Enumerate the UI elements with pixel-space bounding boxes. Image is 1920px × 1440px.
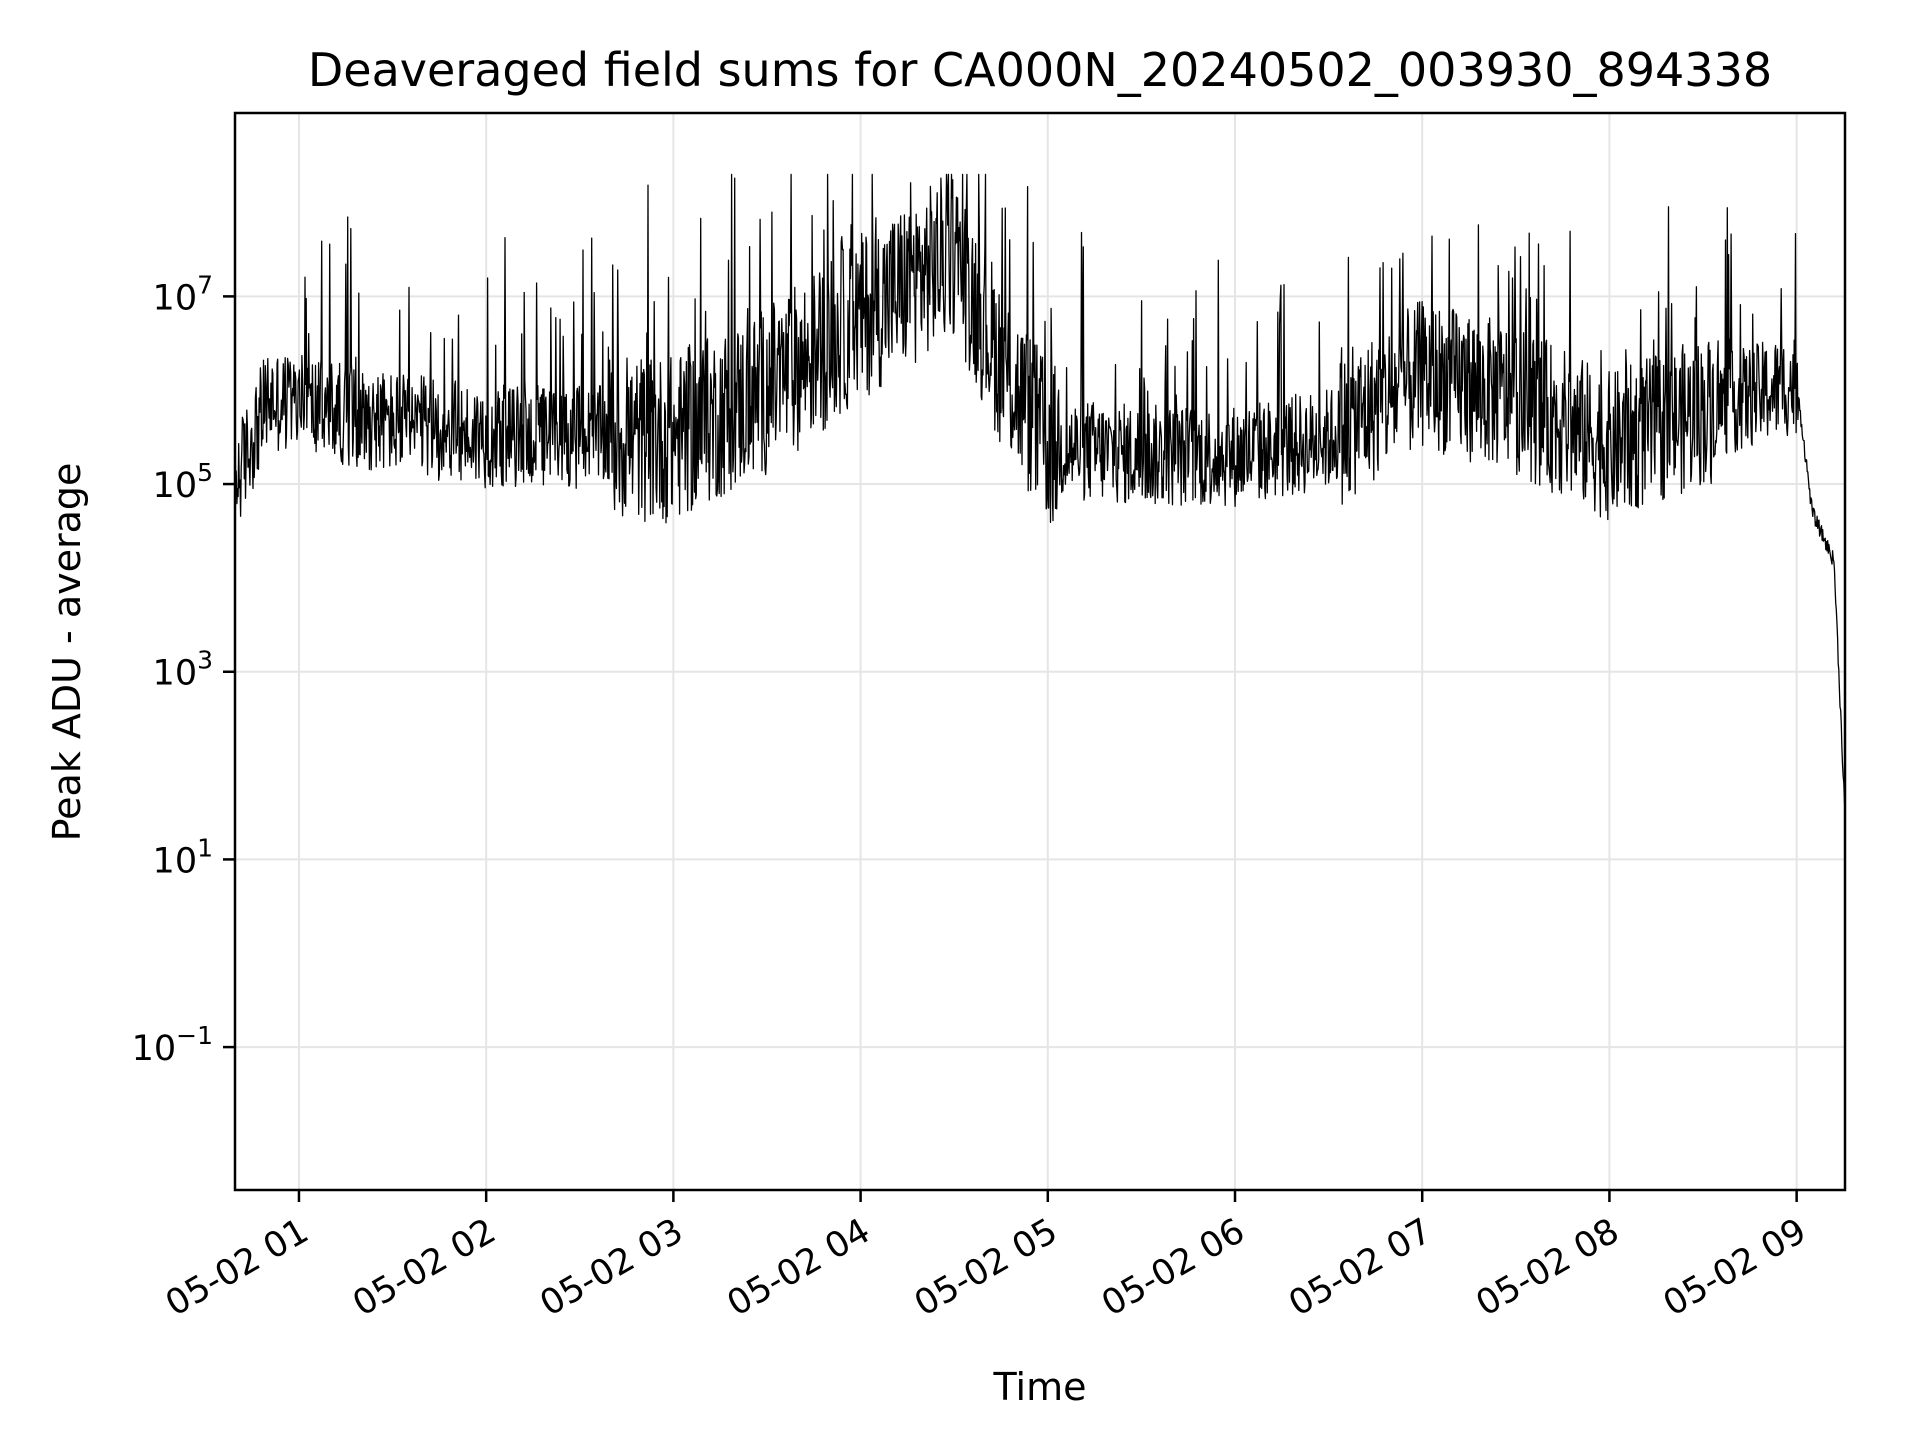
y-tick-label-base: 10 — [153, 654, 198, 694]
y-tick-label: 105 — [153, 458, 213, 506]
y-tick-label: 10−1 — [132, 1021, 213, 1069]
data-series — [234, 173, 1846, 812]
y-tick-label-base: 10 — [153, 841, 198, 881]
y-tick-label: 107 — [153, 270, 213, 318]
x-axis-label: Time — [993, 1365, 1087, 1409]
y-axis-label: Peak ADU - average — [45, 463, 89, 842]
y-tick-label-exponent: 1 — [197, 833, 213, 862]
y-tick-label-base: 10 — [132, 1029, 177, 1069]
y-tick-label-base: 10 — [153, 278, 198, 318]
y-tick-label-base: 10 — [153, 466, 198, 506]
series-line — [234, 173, 1846, 812]
plot-frame — [233, 111, 1847, 1192]
grid-lines — [235, 113, 1845, 1190]
chart-title: Deaveraged field sums for CA000N_2024050… — [308, 43, 1772, 97]
y-tick-label: 101 — [153, 833, 213, 881]
y-tick-label-exponent: 5 — [197, 458, 213, 487]
y-tick-label-exponent: 7 — [197, 270, 213, 299]
y-tick-label: 103 — [153, 646, 213, 694]
y-tick-label-exponent: −1 — [176, 1021, 213, 1050]
y-tick-label-exponent: 3 — [197, 646, 213, 675]
